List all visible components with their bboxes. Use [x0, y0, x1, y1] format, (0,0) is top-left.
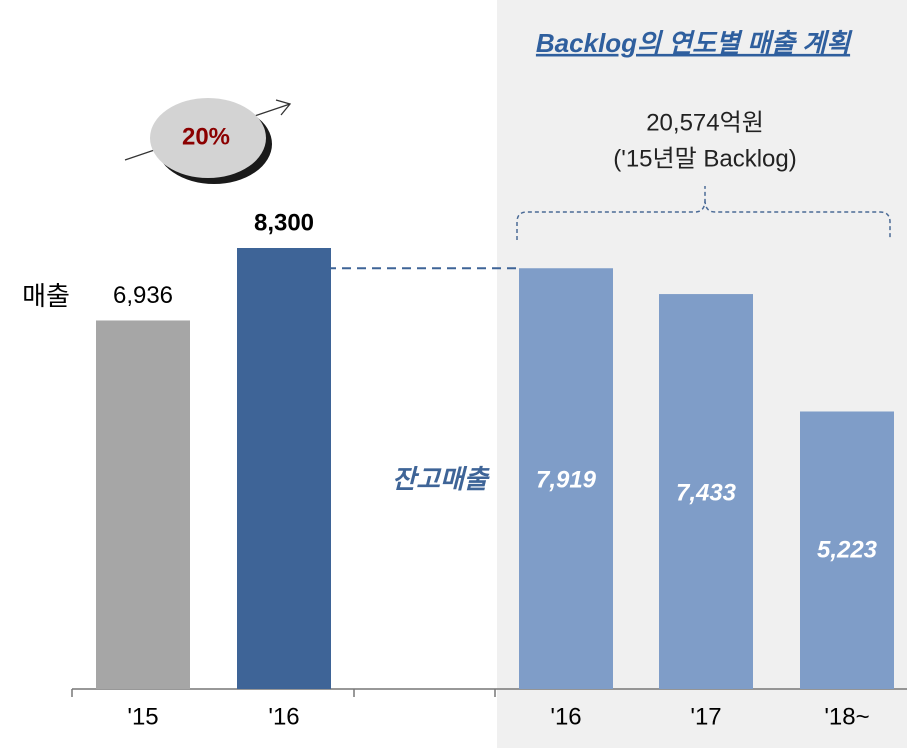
value-label: 7,433	[676, 479, 737, 506]
brace	[516, 186, 891, 240]
growth-label: 20%	[182, 123, 230, 150]
value-label: 6,936	[113, 282, 173, 309]
bar	[237, 248, 331, 689]
bar	[519, 268, 613, 689]
x-tick-label: '18~	[824, 703, 869, 730]
x-tick-label: '17	[690, 703, 721, 730]
chart-title: Backlog의 연도별 매출 계획	[536, 28, 853, 58]
growth-badge	[150, 98, 266, 178]
bar	[800, 411, 894, 689]
bar	[659, 294, 753, 689]
total-note: ('15년말 Backlog)	[613, 145, 796, 172]
value-label: 8,300	[254, 209, 314, 236]
x-tick-label: '16	[268, 703, 299, 730]
value-label: 5,223	[817, 536, 878, 563]
total-annotation: 20,574억원	[646, 109, 764, 136]
bar	[96, 320, 190, 689]
x-tick-label: '16	[550, 703, 581, 730]
value-label: 7,919	[536, 466, 597, 493]
arrow-head	[275, 99, 292, 116]
x-tick-label: '15	[127, 703, 158, 730]
sales-label: 매출	[22, 281, 70, 311]
backlog-label: 잔고매출	[392, 464, 490, 494]
